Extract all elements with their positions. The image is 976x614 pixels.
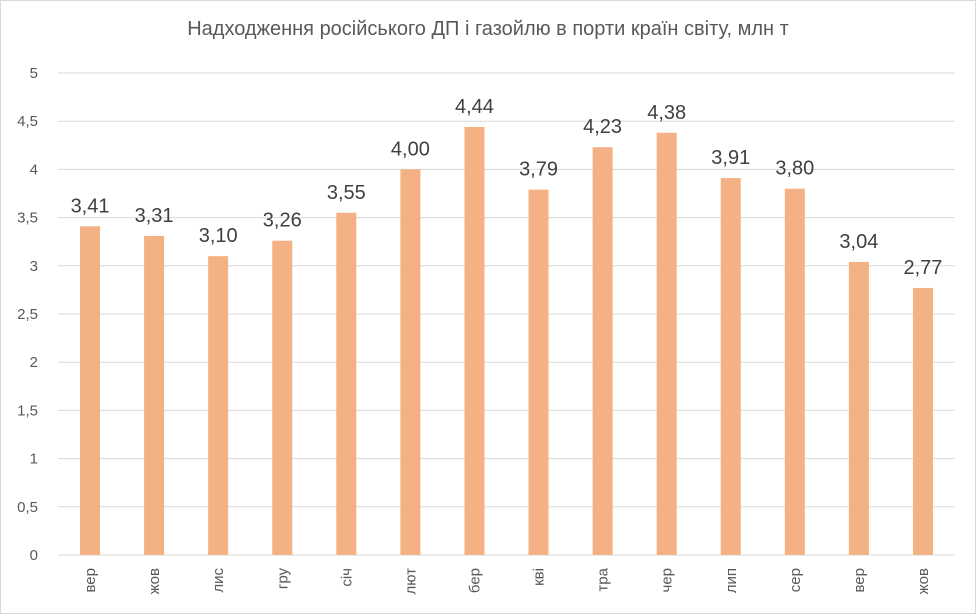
bar [720, 178, 741, 556]
y-tick-label: 2,5 [17, 306, 38, 323]
x-tick-label: гру [274, 568, 291, 590]
data-label: 4,00 [391, 138, 430, 160]
x-tick-label: жов [146, 568, 163, 594]
x-axis-ticks: вер жов лис гру січ лют бер кві тра чер лип сер вер ж… [82, 567, 932, 594]
y-tick-label: 0 [30, 547, 38, 564]
x-tick-label: січ [338, 568, 355, 587]
x-tick-label: жов [915, 568, 932, 594]
data-label: 4,38 [647, 102, 686, 124]
data-label: 3,80 [775, 158, 814, 180]
x-tick-label: вер [82, 568, 99, 593]
data-label: 3,41 [71, 195, 110, 217]
bar [464, 126, 485, 555]
data-label: 3,31 [135, 205, 174, 227]
x-tick-label: вер [851, 568, 868, 593]
x-tick-label: сер [787, 568, 804, 592]
bar [80, 226, 101, 555]
chart-title: Надходження російського ДП і газойлю в п… [187, 18, 789, 40]
bar [144, 235, 165, 555]
data-label: 2,77 [903, 257, 942, 279]
data-label: 3,79 [519, 159, 558, 181]
y-tick-label: 3,5 [17, 210, 38, 227]
bar [272, 240, 293, 555]
data-label: 3,55 [327, 182, 366, 204]
x-tick-label: тра [595, 567, 612, 591]
y-tick-label: 1 [30, 451, 38, 468]
x-tick-label: кві [531, 568, 548, 586]
x-tick-label: лип [723, 568, 740, 593]
x-tick-label: лют [402, 568, 419, 595]
bar [912, 287, 933, 555]
gridlines [58, 72, 955, 556]
bar [784, 188, 805, 555]
y-tick-label: 0,5 [17, 499, 38, 516]
data-label: 3,04 [839, 231, 878, 253]
data-label: 3,26 [263, 210, 302, 232]
y-tick-label: 5 [30, 65, 38, 82]
x-tick-label: лис [210, 568, 227, 593]
y-axis-ticks: 0 0,5 1 1,5 2 2,5 3 3,5 4 4,5 5 [17, 65, 38, 564]
y-tick-label: 3 [30, 258, 38, 275]
y-tick-label: 4,5 [17, 113, 38, 130]
data-label: 3,91 [711, 147, 750, 169]
y-tick-label: 2 [30, 354, 38, 371]
bar [848, 261, 869, 555]
data-label: 4,44 [455, 96, 494, 118]
bar [208, 256, 229, 555]
data-label: 3,10 [199, 225, 238, 247]
data-label: 4,23 [583, 116, 622, 138]
bar [528, 189, 549, 556]
x-tick-label: бер [466, 568, 483, 593]
bars [80, 126, 933, 556]
bar [592, 147, 613, 555]
bar [400, 169, 421, 555]
x-tick-label: чер [659, 568, 676, 593]
data-labels: 3,41 3,31 3,10 3,26 3,55 4,00 4,44 3,79 4,23 4,38… [71, 96, 943, 279]
bar [656, 132, 677, 555]
bar [336, 212, 357, 555]
y-tick-label: 1,5 [17, 402, 38, 419]
y-tick-label: 4 [30, 161, 38, 178]
